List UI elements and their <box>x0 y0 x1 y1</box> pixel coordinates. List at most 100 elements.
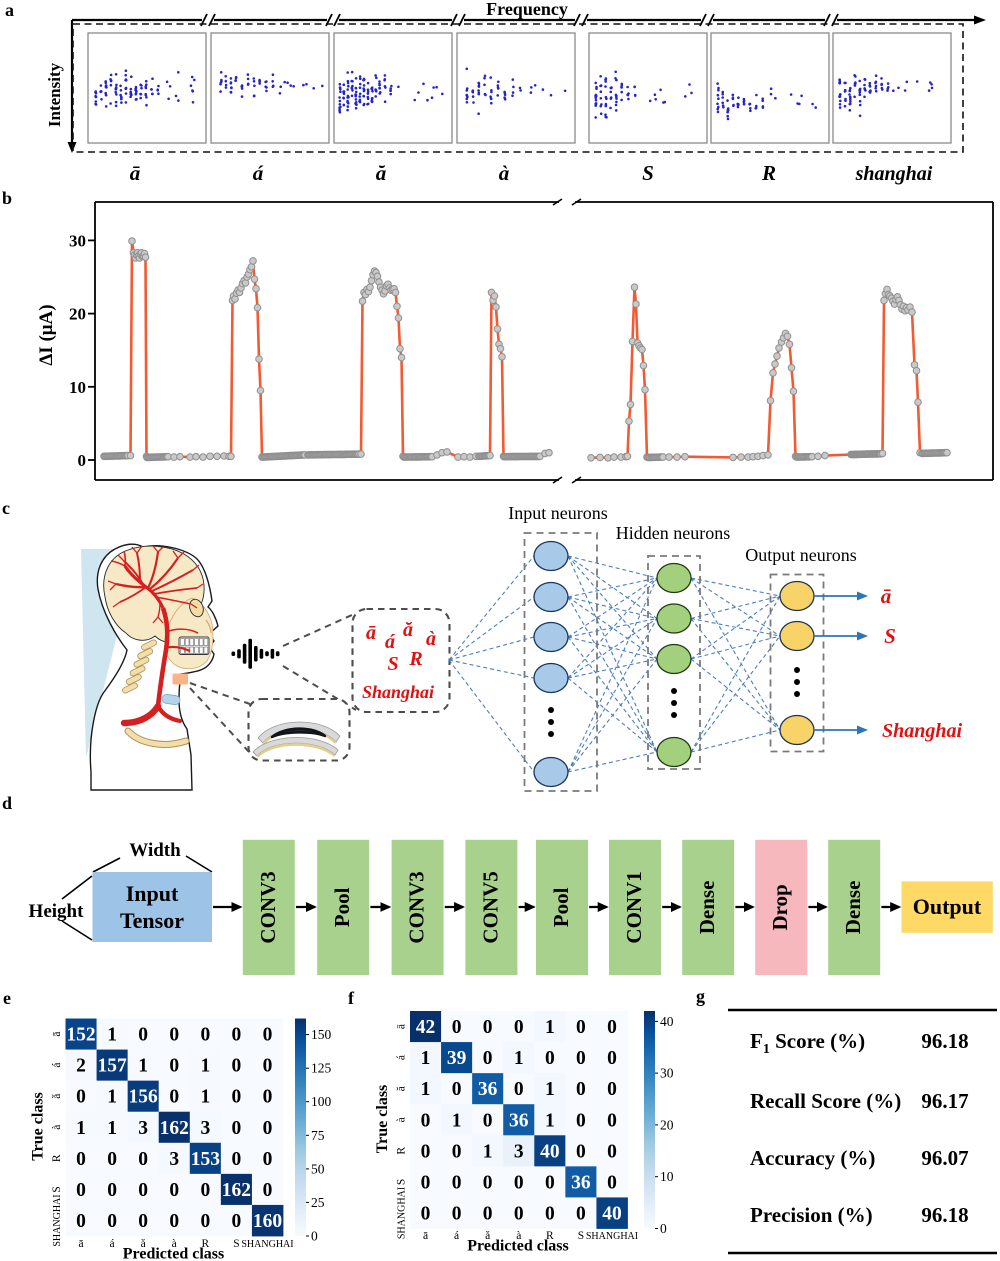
svg-text:0: 0 <box>576 1017 586 1038</box>
svg-text:g: g <box>696 986 705 1006</box>
svg-text:Precision (%): Precision (%) <box>750 1203 873 1227</box>
svg-text:CONV5: CONV5 <box>478 871 502 943</box>
svg-text:1: 1 <box>483 1141 493 1162</box>
svg-text:Predicted class: Predicted class <box>467 1238 568 1255</box>
svg-text:30: 30 <box>69 231 86 250</box>
svg-text:Width: Width <box>129 840 181 861</box>
svg-text:1: 1 <box>545 1079 555 1100</box>
svg-text:S: S <box>578 1230 584 1242</box>
svg-text:Predicted class: Predicted class <box>123 1246 224 1261</box>
svg-text:c: c <box>2 500 10 518</box>
svg-text:0: 0 <box>263 1149 273 1170</box>
svg-text:0: 0 <box>421 1172 431 1193</box>
svg-text:2: 2 <box>76 1056 86 1077</box>
svg-text:3: 3 <box>169 1149 179 1170</box>
svg-text:e: e <box>3 988 11 1008</box>
svg-text:20: 20 <box>69 305 86 324</box>
svg-text:Output: Output <box>913 894 982 919</box>
svg-text:Shanghai: Shanghai <box>362 682 434 702</box>
svg-text:ă: ă <box>376 161 387 185</box>
svg-text:0: 0 <box>545 1048 555 1069</box>
svg-text:1: 1 <box>545 1017 555 1038</box>
svg-text:0: 0 <box>514 1203 524 1224</box>
svg-text:d: d <box>2 795 12 813</box>
svg-text:á: á <box>385 631 396 653</box>
svg-text:96.18: 96.18 <box>921 1029 968 1053</box>
svg-text:0: 0 <box>452 1172 462 1193</box>
svg-text:0: 0 <box>78 451 87 470</box>
svg-text:1: 1 <box>200 1056 210 1077</box>
svg-text:0: 0 <box>76 1087 86 1108</box>
svg-text:R: R <box>408 648 422 670</box>
svg-text:0: 0 <box>169 1087 179 1108</box>
svg-text:152: 152 <box>66 1025 95 1046</box>
svg-text:Height: Height <box>29 901 85 922</box>
svg-text:0: 0 <box>452 1079 462 1100</box>
svg-text:S: S <box>884 624 896 648</box>
svg-text:F1 Score (%): F1 Score (%) <box>750 1029 865 1057</box>
svg-text:0: 0 <box>576 1203 586 1224</box>
svg-text:ā: ā <box>881 584 892 608</box>
svg-text:0: 0 <box>483 1048 493 1069</box>
svg-text:f: f <box>348 988 355 1008</box>
svg-text:Input neurons: Input neurons <box>508 503 607 523</box>
svg-text:3: 3 <box>200 1118 210 1139</box>
svg-text:Hidden neurons: Hidden neurons <box>616 523 730 543</box>
svg-text:40: 40 <box>660 1014 674 1029</box>
svg-text:True class: True class <box>374 1085 391 1154</box>
svg-text:à: à <box>51 1125 63 1130</box>
svg-text:162: 162 <box>160 1118 189 1139</box>
svg-text:0: 0 <box>200 1025 210 1046</box>
svg-text:R: R <box>546 1230 554 1242</box>
svg-text:à: à <box>395 1117 407 1122</box>
svg-text:Pool: Pool <box>330 887 354 927</box>
svg-text:á: á <box>396 1055 408 1060</box>
svg-text:á: á <box>454 1230 459 1242</box>
svg-text:0: 0 <box>263 1118 273 1139</box>
svg-text:36: 36 <box>571 1172 591 1193</box>
svg-text:Output neurons: Output neurons <box>745 545 857 565</box>
svg-text:CONV3: CONV3 <box>256 871 280 943</box>
svg-text:à: à <box>499 161 510 185</box>
svg-text:1: 1 <box>421 1079 431 1100</box>
svg-text:0: 0 <box>576 1079 586 1100</box>
svg-text:0: 0 <box>138 1149 148 1170</box>
svg-text:1: 1 <box>514 1048 524 1069</box>
svg-text:Recall Score (%): Recall Score (%) <box>750 1089 901 1113</box>
svg-text:0: 0 <box>232 1087 242 1108</box>
svg-text:0: 0 <box>311 1229 318 1244</box>
svg-text:0: 0 <box>138 1025 148 1046</box>
svg-text:0: 0 <box>200 1180 210 1201</box>
svg-text:0: 0 <box>76 1180 86 1201</box>
svg-text:S: S <box>387 653 398 675</box>
svg-text:Accuracy (%): Accuracy (%) <box>750 1146 875 1170</box>
svg-text:157: 157 <box>97 1056 127 1077</box>
svg-text:40: 40 <box>540 1141 560 1162</box>
svg-text:0: 0 <box>514 1017 524 1038</box>
svg-text:0: 0 <box>576 1110 586 1131</box>
svg-text:0: 0 <box>107 1149 117 1170</box>
svg-text:Dense: Dense <box>841 881 865 935</box>
svg-text:0: 0 <box>232 1025 242 1046</box>
svg-text:1: 1 <box>421 1048 431 1069</box>
svg-text:0: 0 <box>607 1141 617 1162</box>
svg-text:0: 0 <box>545 1172 555 1193</box>
svg-text:Dense: Dense <box>695 881 719 935</box>
svg-text:36: 36 <box>509 1110 529 1131</box>
svg-text:True class: True class <box>30 1092 47 1161</box>
svg-text:0: 0 <box>607 1079 617 1100</box>
svg-text:0: 0 <box>421 1141 431 1162</box>
svg-text:3: 3 <box>138 1118 148 1139</box>
svg-text:160: 160 <box>253 1211 282 1232</box>
svg-text:1: 1 <box>76 1118 86 1139</box>
svg-text:ă: ă <box>403 619 413 641</box>
svg-text:á: á <box>110 1238 115 1250</box>
svg-text:0: 0 <box>576 1141 586 1162</box>
svg-text:0: 0 <box>263 1087 273 1108</box>
svg-text:1: 1 <box>138 1056 148 1077</box>
svg-text:1: 1 <box>200 1087 210 1108</box>
svg-text:20: 20 <box>660 1117 674 1132</box>
svg-text:SHANGHAI: SHANGHAI <box>241 1239 293 1250</box>
svg-text:0: 0 <box>169 1211 179 1232</box>
svg-text:0: 0 <box>483 1110 493 1131</box>
